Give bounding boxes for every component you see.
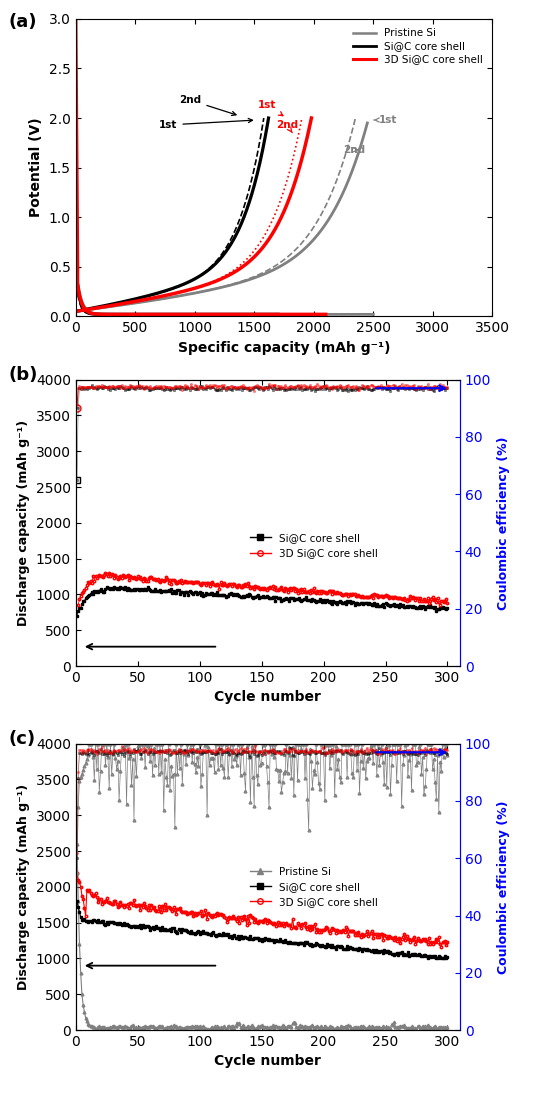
X-axis label: Cycle number: Cycle number	[214, 1054, 321, 1069]
Text: (b): (b)	[8, 366, 37, 384]
Legend: Pristine Si, Si@C core shell, 3D Si@C core shell: Pristine Si, Si@C core shell, 3D Si@C co…	[246, 862, 382, 911]
Legend: Si@C core shell, 3D Si@C core shell: Si@C core shell, 3D Si@C core shell	[246, 529, 382, 563]
Legend: Pristine Si, Si@C core shell, 3D Si@C core shell: Pristine Si, Si@C core shell, 3D Si@C co…	[348, 24, 487, 69]
X-axis label: Specific capacity (mAh g⁻¹): Specific capacity (mAh g⁻¹)	[178, 341, 390, 355]
Y-axis label: Coulombic efficiency (%): Coulombic efficiency (%)	[497, 436, 510, 609]
Text: (c): (c)	[8, 730, 35, 748]
Text: 2nd: 2nd	[276, 120, 298, 133]
Text: 2nd: 2nd	[344, 144, 366, 154]
Text: 1st: 1st	[159, 119, 253, 130]
Text: 1st: 1st	[258, 100, 283, 115]
Y-axis label: Discharge capacity (mAh g⁻¹): Discharge capacity (mAh g⁻¹)	[17, 420, 30, 626]
Text: 2nd: 2nd	[179, 95, 236, 115]
Y-axis label: Potential (V): Potential (V)	[29, 118, 43, 218]
Y-axis label: Discharge capacity (mAh g⁻¹): Discharge capacity (mAh g⁻¹)	[17, 784, 30, 990]
X-axis label: Cycle number: Cycle number	[214, 690, 321, 705]
Y-axis label: Coulombic efficiency (%): Coulombic efficiency (%)	[497, 800, 510, 973]
Text: (a): (a)	[8, 13, 37, 31]
Text: 1st: 1st	[374, 115, 398, 125]
